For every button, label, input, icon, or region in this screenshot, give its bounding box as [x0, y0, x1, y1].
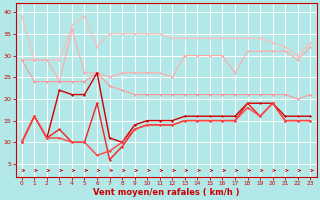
X-axis label: Vent moyen/en rafales ( km/h ): Vent moyen/en rafales ( km/h ) [93, 188, 239, 197]
